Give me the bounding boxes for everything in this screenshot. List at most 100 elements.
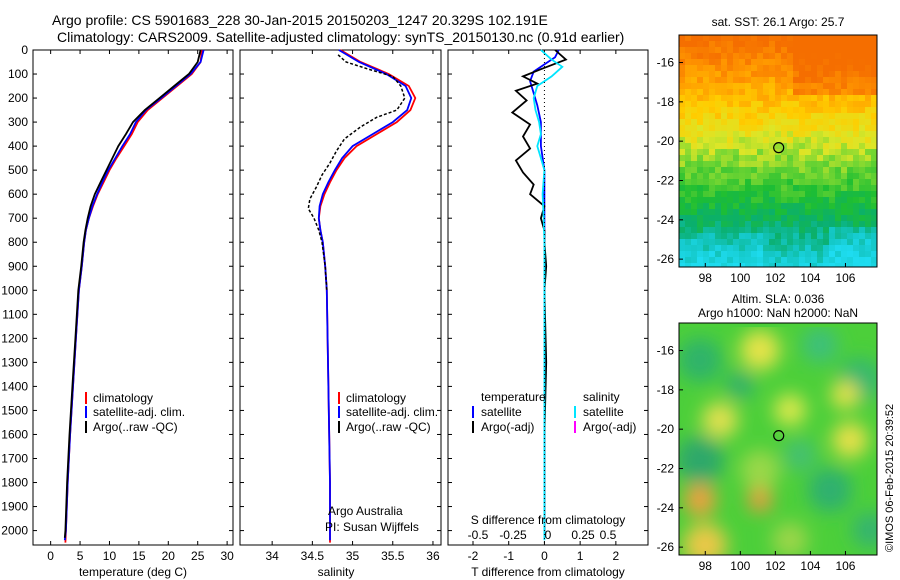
sst-cell [691, 233, 697, 239]
sst-cell [697, 53, 703, 59]
sst-cell [871, 53, 877, 59]
sla-blob [702, 402, 738, 438]
sst-cell [745, 233, 751, 239]
sst-cell [811, 221, 817, 227]
sst-cell [865, 71, 871, 77]
sst-cell [745, 77, 751, 83]
sst-cell [703, 221, 709, 227]
sst-cell [853, 107, 859, 113]
sst-cell [727, 179, 733, 185]
sst-cell [709, 89, 715, 95]
sst-cell [775, 131, 781, 137]
sst-cell [697, 197, 703, 203]
sst-cell [733, 167, 739, 173]
sst-cell [787, 239, 793, 245]
sst-cell [727, 167, 733, 173]
sst-cell [697, 65, 703, 71]
sst-cell [697, 221, 703, 227]
sst-cell [757, 179, 763, 185]
sst-cell [787, 179, 793, 185]
sst-cell [775, 263, 781, 267]
sst-cell [781, 161, 787, 167]
sst-cell [721, 215, 727, 221]
sst-cell [865, 137, 871, 143]
sst-cell [715, 233, 721, 239]
sst-cell [721, 173, 727, 179]
sst-cell [727, 221, 733, 227]
sst-cell [709, 227, 715, 233]
sst-cell [691, 239, 697, 245]
sst-cell [805, 251, 811, 257]
sst-cell [757, 35, 763, 41]
sst-cell [727, 53, 733, 59]
sst-cell [805, 221, 811, 227]
sst-cell [811, 257, 817, 263]
sst-cell [871, 95, 877, 101]
sst-cell [721, 41, 727, 47]
sst-cell [835, 179, 841, 185]
sst-cell [871, 35, 877, 41]
sst-cell [859, 197, 865, 203]
sst-cell [721, 113, 727, 119]
sst-cell [859, 257, 865, 263]
sst-cell [811, 41, 817, 47]
sst-cell [829, 65, 835, 71]
sst-cell [745, 131, 751, 137]
sst-cell [709, 185, 715, 191]
sst-cell [853, 113, 859, 119]
sst-cell [811, 203, 817, 209]
legend-label-temp-satellite: satellite [481, 405, 522, 419]
sst-cell [853, 65, 859, 71]
sst-cell [691, 35, 697, 41]
sst-cell [847, 131, 853, 137]
sst-cell [721, 71, 727, 77]
sst-cell [799, 227, 805, 233]
sst-cell [835, 131, 841, 137]
sst-cell [871, 185, 877, 191]
sst-cell [697, 239, 703, 245]
sst-cell [721, 239, 727, 245]
sst-cell [727, 257, 733, 263]
sst-cell [685, 149, 691, 155]
sst-cell [823, 35, 829, 41]
sst-cell [811, 83, 817, 89]
sst-cell [715, 95, 721, 101]
sst-cell [865, 131, 871, 137]
sst-cell [859, 107, 865, 113]
sst-cell [721, 233, 727, 239]
sst-cell [787, 197, 793, 203]
sst-cell [739, 131, 745, 137]
sst-cell [763, 179, 769, 185]
sst-cell [751, 107, 757, 113]
sst-cell [787, 59, 793, 65]
sst-cell [739, 185, 745, 191]
sst-cell [853, 41, 859, 47]
sst-cell [793, 119, 799, 125]
x-tick-label: -1 [503, 549, 514, 563]
sla-blob [802, 327, 838, 363]
sst-cell [739, 101, 745, 107]
sst-cell [709, 161, 715, 167]
sst-cell [691, 113, 697, 119]
sst-cell [685, 185, 691, 191]
sst-cell [697, 251, 703, 257]
sst-cell [679, 113, 685, 119]
sst-cell [757, 107, 763, 113]
sst-cell [697, 113, 703, 119]
sst-cell [823, 149, 829, 155]
sst-cell [757, 233, 763, 239]
depth-tick-label: 700 [8, 211, 28, 225]
argo-location-marker [773, 430, 785, 442]
sst-cell [847, 95, 853, 101]
sst-cell [823, 89, 829, 95]
sst-cell [787, 53, 793, 59]
sst-cell [859, 161, 865, 167]
sst-cell [817, 125, 823, 131]
sst-cell [721, 191, 727, 197]
sst-cell [697, 209, 703, 215]
sst-cell [679, 137, 685, 143]
sst-cell [745, 179, 751, 185]
sst-cell [751, 65, 757, 71]
sst-cell [781, 35, 787, 41]
sst-cell [781, 155, 787, 161]
